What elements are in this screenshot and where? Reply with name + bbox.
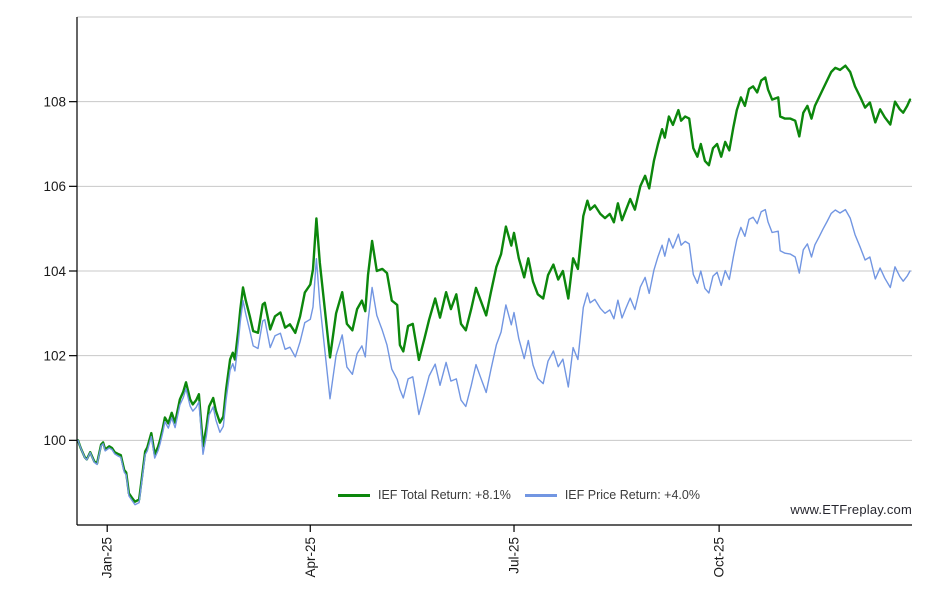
x-tick-label-Jan-25: Jan-25: [100, 537, 115, 578]
etfreplay-watermark: www.ETFreplay.com: [790, 502, 912, 517]
y-tick-label-108: 108: [43, 94, 66, 109]
total-return-line-swatch: [338, 493, 370, 497]
total-return-label: IEF Total Return: +8.1%: [378, 488, 511, 502]
y-tick-label-104: 104: [43, 264, 66, 279]
y-tick-label-106: 106: [43, 179, 66, 194]
legend-item-total-return: IEF Total Return: +8.1%: [338, 488, 511, 502]
x-tick-label-Apr-25: Apr-25: [303, 537, 318, 578]
x-tick-label-Jul-25: Jul-25: [507, 537, 522, 574]
price-return-label: IEF Price Return: +4.0%: [564, 488, 700, 502]
legend-item-price-return: IEF Price Return: +4.0%: [524, 488, 700, 502]
y-tick-label-102: 102: [43, 348, 66, 363]
series-line-price-return: [77, 208, 911, 506]
series-line-total-return: [76, 64, 912, 503]
price-return-line-swatch: [524, 493, 557, 497]
chart-legend: IEF Total Return: +8.1% IEF Price Return…: [338, 488, 700, 502]
x-tick-label-Oct-25: Oct-25: [712, 537, 727, 578]
y-tick-label-100: 100: [43, 433, 66, 448]
